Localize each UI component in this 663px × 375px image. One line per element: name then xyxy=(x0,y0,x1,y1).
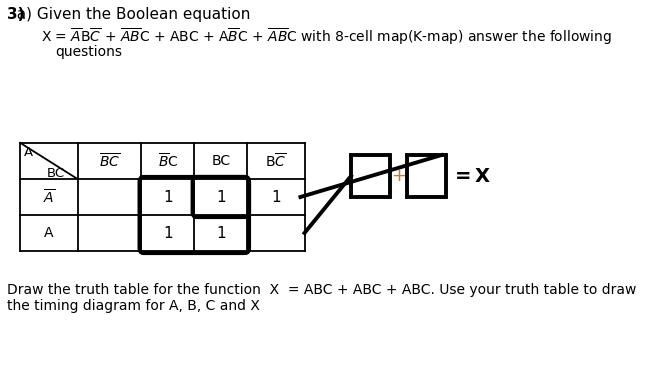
Text: Draw the truth table for the function  X  = ABC + ABC + ABC. Use your truth tabl: Draw the truth table for the function X … xyxy=(7,283,636,297)
Text: A: A xyxy=(44,226,54,240)
Text: 1: 1 xyxy=(216,189,225,204)
Text: 1: 1 xyxy=(216,225,225,240)
Text: questions: questions xyxy=(56,45,123,59)
Text: the timing diagram for A, B, C and X: the timing diagram for A, B, C and X xyxy=(7,299,259,313)
Text: a) Given the Boolean equation: a) Given the Boolean equation xyxy=(7,7,250,22)
Text: X = $\overline{A}$B$\overline{C}$ + $\overline{A}$$\overline{B}$C + ABC + A$\ove: X = $\overline{A}$B$\overline{C}$ + $\ov… xyxy=(41,27,612,48)
Text: +: + xyxy=(391,167,406,185)
Text: 3): 3) xyxy=(7,7,24,22)
Text: $\overline{B}$C: $\overline{B}$C xyxy=(158,152,178,170)
Text: B$\overline{C}$: B$\overline{C}$ xyxy=(265,152,286,170)
Text: $\mathbf{= X}$: $\mathbf{= X}$ xyxy=(451,166,491,186)
Text: A: A xyxy=(24,146,32,159)
Bar xyxy=(351,155,391,197)
Bar xyxy=(406,155,446,197)
Text: 1: 1 xyxy=(163,225,172,240)
Text: $\overline{A}$: $\overline{A}$ xyxy=(43,188,55,206)
Text: 1: 1 xyxy=(163,189,172,204)
Text: $\overline{B}\overline{C}$: $\overline{B}\overline{C}$ xyxy=(99,152,120,170)
Text: BC: BC xyxy=(211,154,230,168)
Text: 1: 1 xyxy=(271,189,280,204)
Text: BC: BC xyxy=(46,167,65,180)
